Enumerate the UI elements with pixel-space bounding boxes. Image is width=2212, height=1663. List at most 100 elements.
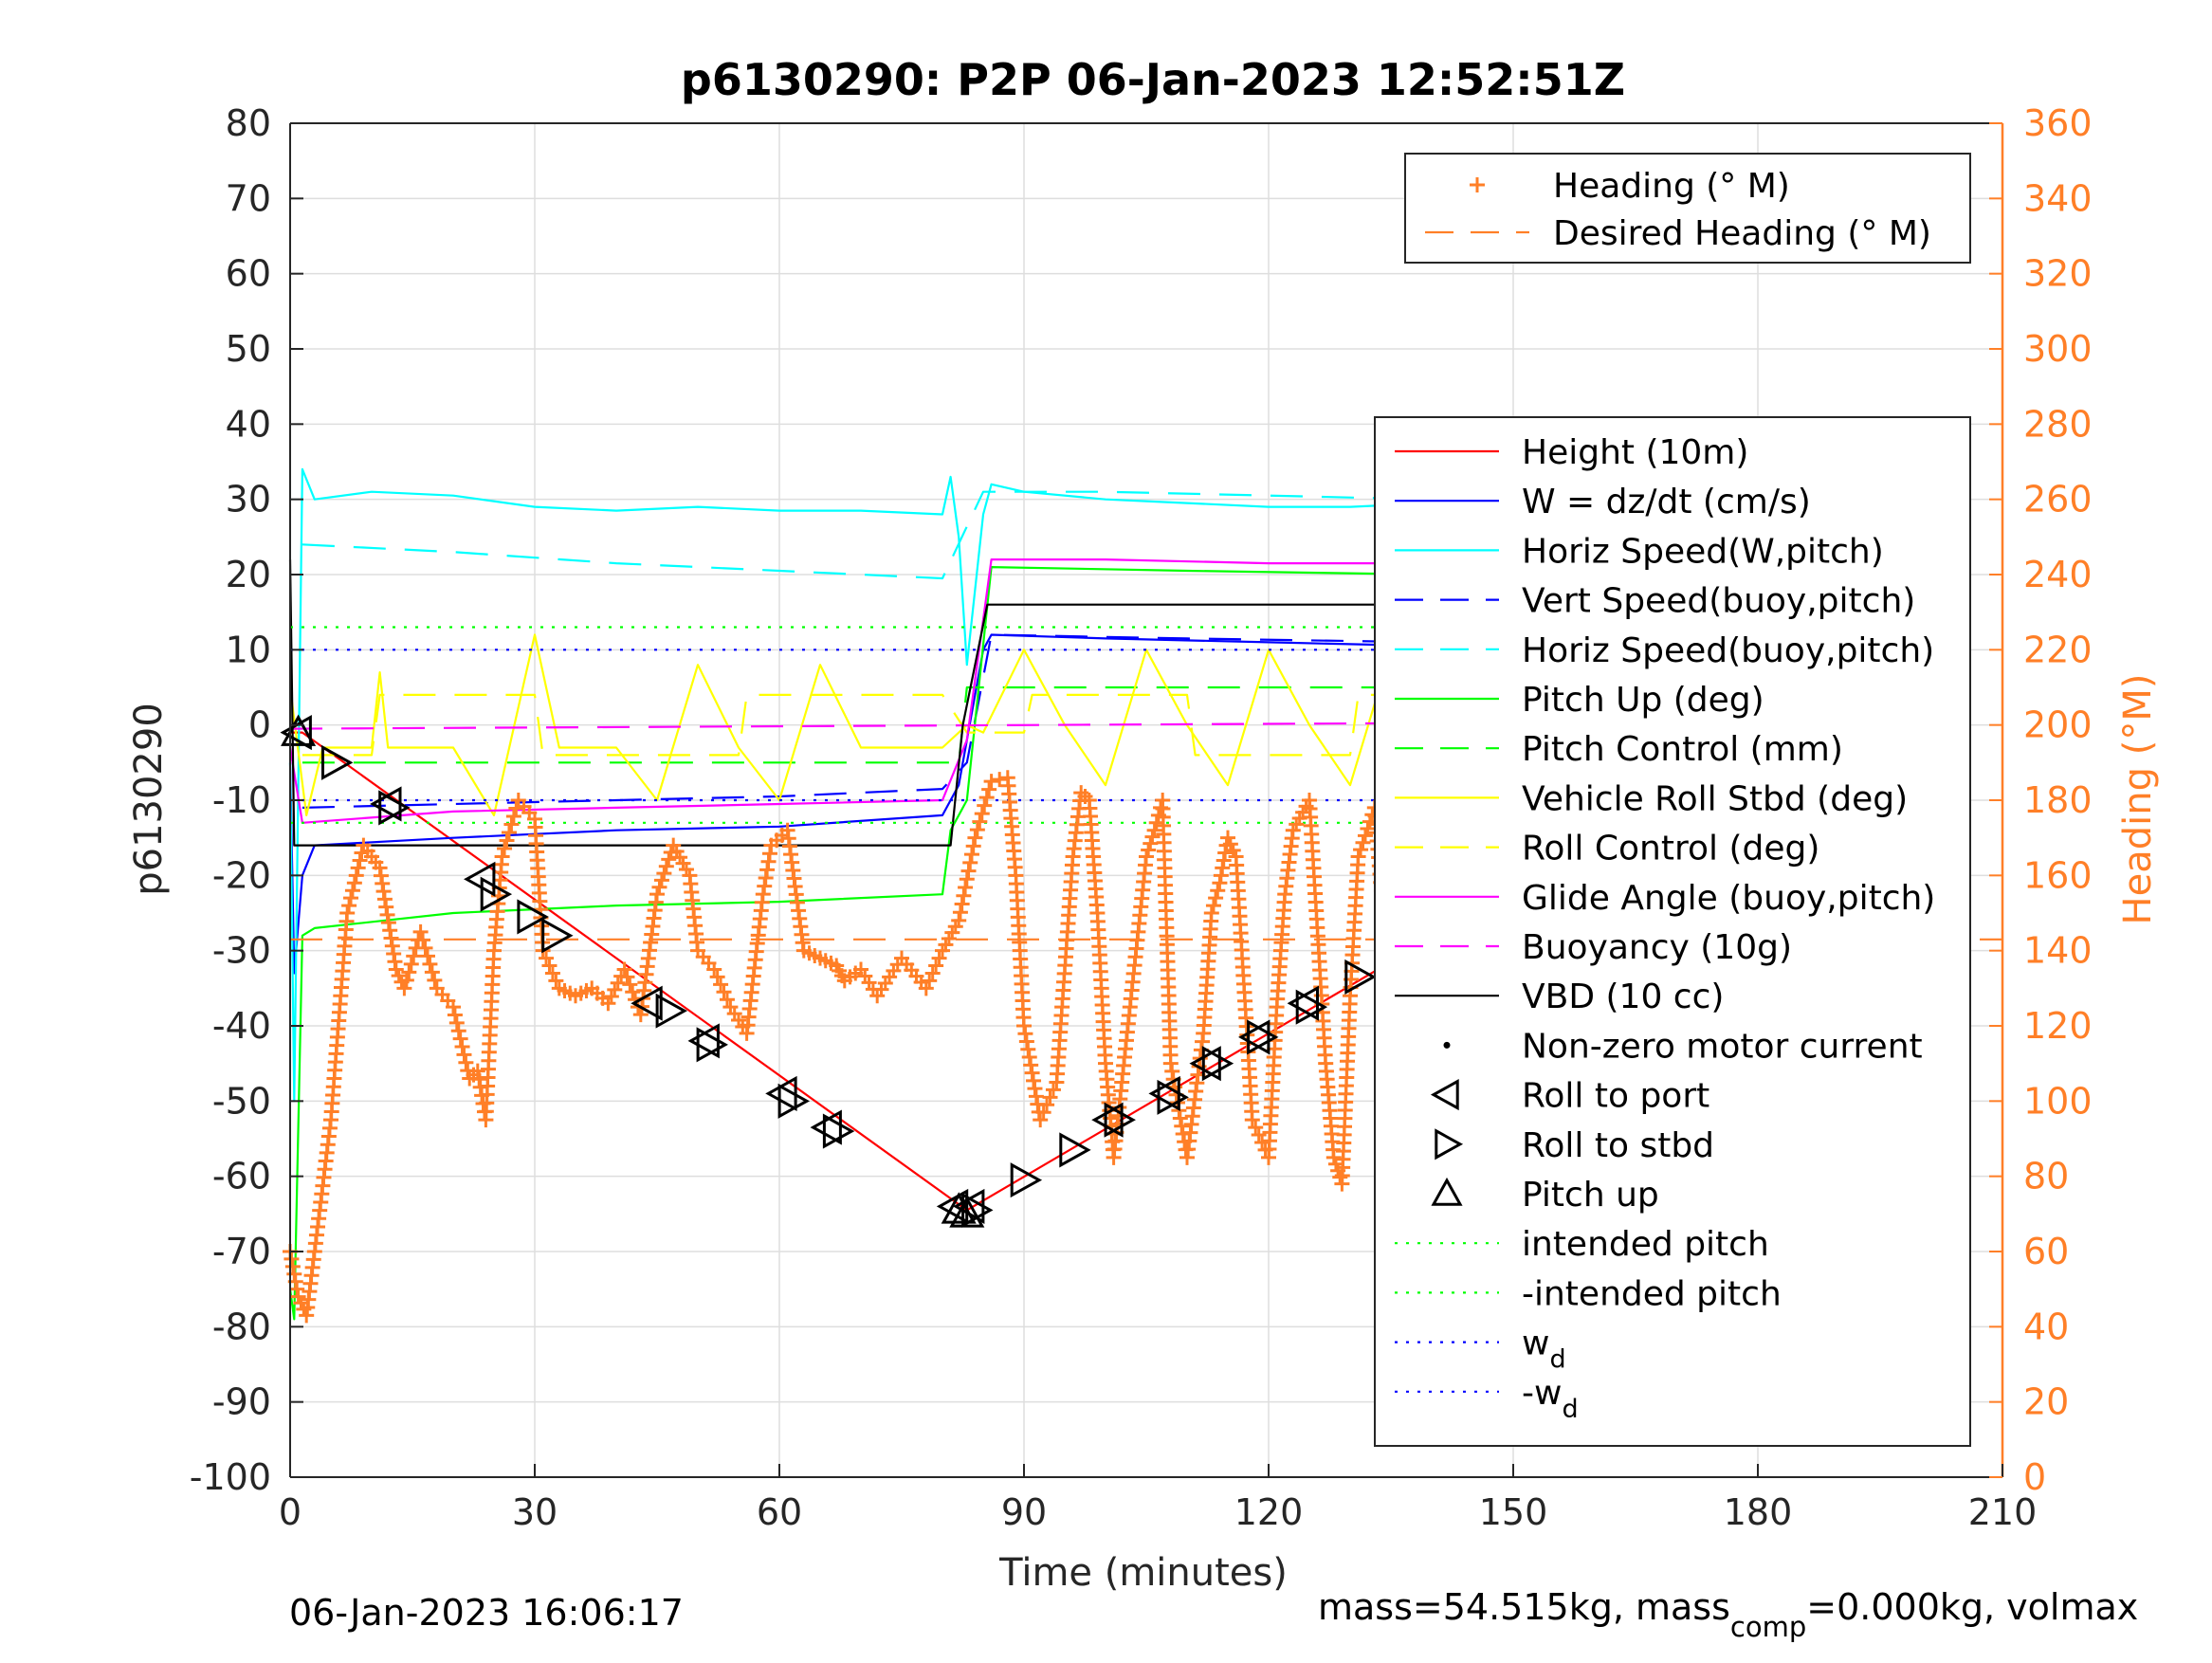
x-tick-label: 90 <box>1001 1491 1047 1533</box>
legend-label: -intended pitch <box>1522 1274 1782 1313</box>
legend-label: Roll Control (deg) <box>1522 830 1819 868</box>
legend-label-text: Desired Heading (° M) <box>1553 214 1931 253</box>
y-tick-label-left: 40 <box>226 403 271 445</box>
pitch-up-marker <box>949 1196 985 1228</box>
legend-entry-roll-to-stbd: Roll to stbd <box>1435 1126 1714 1165</box>
roll-to-stbd-marker <box>1104 1102 1136 1138</box>
legend-label: Horiz Speed(buoy,pitch) <box>1522 631 1934 670</box>
legend-label-sub: d <box>1562 1395 1578 1424</box>
legend-label-text: intended pitch <box>1522 1225 1769 1264</box>
y-tick-label-right: 80 <box>2023 1156 2069 1197</box>
y-tick-label-left: -40 <box>212 1005 271 1047</box>
x-tick-label: 180 <box>1724 1491 1793 1533</box>
legend-label-text: Horiz Speed(W,pitch) <box>1522 532 1884 571</box>
y-tick-label-right: 100 <box>2023 1080 2093 1122</box>
legend-entry-vbd-10-cc: VBD (10 cc) <box>1395 978 1724 1016</box>
legend-entry-w-d: -wd <box>1395 1374 1579 1424</box>
roll-to-stbd-marker <box>655 993 687 1029</box>
y-axis-label-right: Heading (°M) <box>2116 674 2160 925</box>
legend-entry-roll-to-port: Roll to port <box>1430 1077 1709 1116</box>
plot-layer: 0 30 60 90 120 150 180 21080706050403020100-10-… <box>190 102 2093 1533</box>
roll-to-stbd-marker <box>480 876 513 912</box>
x-tick-label: 150 <box>1479 1491 1548 1533</box>
legend-label-sub: d <box>1549 1345 1565 1375</box>
y-tick-label-left: -50 <box>212 1080 271 1122</box>
legend-label-text: Glide Angle (buoy,pitch) <box>1522 879 1935 918</box>
legend-entry-non-zero-motor-current: Non-zero motor current <box>1443 1027 1923 1066</box>
legend-label: wd <box>1522 1325 1566 1375</box>
legend-label-text: Heading (° M) <box>1553 167 1790 206</box>
roll-to-port-marker <box>936 1188 969 1224</box>
y-tick-label-right: 0 <box>2023 1456 2046 1498</box>
legend-label: -wd <box>1522 1374 1579 1424</box>
y-tick-label-right: 180 <box>2023 779 2093 821</box>
y-tick-label-left: -100 <box>190 1456 271 1498</box>
legend-label: Roll to stbd <box>1522 1126 1714 1165</box>
y-tick-label-right: 240 <box>2023 554 2093 595</box>
roll-to-stbd-marker <box>1059 1132 1091 1168</box>
roll-to-port-marker <box>1091 1102 1124 1138</box>
y-tick-label-left: 20 <box>226 554 271 595</box>
legend-label-text: Roll to port <box>1522 1077 1709 1116</box>
y-tick-label-left: -80 <box>212 1306 271 1347</box>
legend-entry-vert-speed-buoy-pitch: Vert Speed(buoy,pitch) <box>1395 582 1915 621</box>
y-tick-label-left: 50 <box>226 328 271 370</box>
legend-label-text: -intended pitch <box>1522 1274 1782 1313</box>
legend-entry-intended-pitch: intended pitch <box>1395 1225 1769 1264</box>
y-tick-label-right: 120 <box>2023 1005 2093 1047</box>
legend-label: Pitch Up (deg) <box>1522 681 1764 720</box>
y-tick-label-left: 10 <box>226 629 271 670</box>
legend-symbol <box>1430 1079 1459 1111</box>
y-tick-label-right: 260 <box>2023 479 2093 521</box>
x-tick-label: 0 <box>279 1491 302 1533</box>
legend-entry-pitch-up: Pitch up <box>1431 1176 1659 1215</box>
y-tick-label-right: 280 <box>2023 403 2093 445</box>
x-tick-label: 60 <box>757 1491 802 1533</box>
roll-to-stbd-marker <box>517 899 549 935</box>
y-tick-label-right: 300 <box>2023 328 2093 370</box>
roll-to-stbd-marker <box>1295 989 1328 1025</box>
legend-main-box <box>1374 416 1971 1447</box>
legend-symbol <box>1470 177 1485 192</box>
legend-label: Glide Angle (buoy,pitch) <box>1522 879 1935 918</box>
roll-to-stbd-marker <box>1247 1019 1279 1055</box>
y-tick-label-right: 40 <box>2023 1306 2069 1347</box>
footer-mass-part1: mass=54.515kg, mass <box>1318 1586 1730 1628</box>
y-tick-label-left: 0 <box>248 704 271 746</box>
roll-to-stbd-marker <box>378 790 411 826</box>
series-vbd-10-cc <box>288 559 1799 847</box>
y-tick-label-left: 30 <box>226 479 271 521</box>
series-pitch-up-deg <box>288 565 1800 1321</box>
legend-label: Pitch up <box>1522 1176 1659 1215</box>
legend-label: intended pitch <box>1522 1225 1769 1264</box>
roll-to-port-marker <box>1189 1046 1221 1082</box>
y-tick-label-left: -70 <box>212 1231 271 1272</box>
legend-label-text: Pitch up <box>1522 1176 1659 1215</box>
legend-entry-roll-control-deg: Roll Control (deg) <box>1395 830 1819 868</box>
legend-label: Pitch Control (mm) <box>1522 730 1843 769</box>
legend-label: Desired Heading (° M) <box>1553 214 1931 253</box>
legend-label: Horiz Speed(W,pitch) <box>1522 532 1884 571</box>
legend-label: Heading (° M) <box>1553 167 1790 206</box>
legend-label-text: Buoyancy (10g) <box>1522 928 1792 967</box>
footer-mass-sub: comp <box>1730 1611 1806 1643</box>
legend-entry-vehicle-roll-stbd-deg: Vehicle Roll Stbd (deg) <box>1395 779 1908 818</box>
legend-label-text: Roll to stbd <box>1522 1126 1714 1165</box>
legend-label: Non-zero motor current <box>1522 1027 1923 1066</box>
pitch-up-marker <box>941 1192 977 1224</box>
roll-to-stbd-marker <box>1157 1079 1189 1115</box>
legend-label: Vehicle Roll Stbd (deg) <box>1522 779 1908 818</box>
y-tick-label-right: 160 <box>2023 854 2093 896</box>
y-tick-label-right: 220 <box>2023 629 2093 670</box>
footer-mass-info: mass=54.515kg, masscomp=0.000kg, volmax <box>1318 1586 2138 1643</box>
roll-to-port-marker <box>464 861 496 897</box>
legend-top-box <box>1404 153 1971 264</box>
legend-label: Roll to port <box>1522 1077 1709 1116</box>
x-tick-label: 210 <box>1968 1491 2038 1533</box>
legend-entry-horiz-speed-w-pitch: Horiz Speed(W,pitch) <box>1395 532 1884 571</box>
legend-label-text: -w <box>1522 1374 1562 1413</box>
legend-entry-horiz-speed-buoy-pitch: Horiz Speed(buoy,pitch) <box>1395 631 1934 670</box>
y-tick-label-right: 320 <box>2023 253 2093 295</box>
